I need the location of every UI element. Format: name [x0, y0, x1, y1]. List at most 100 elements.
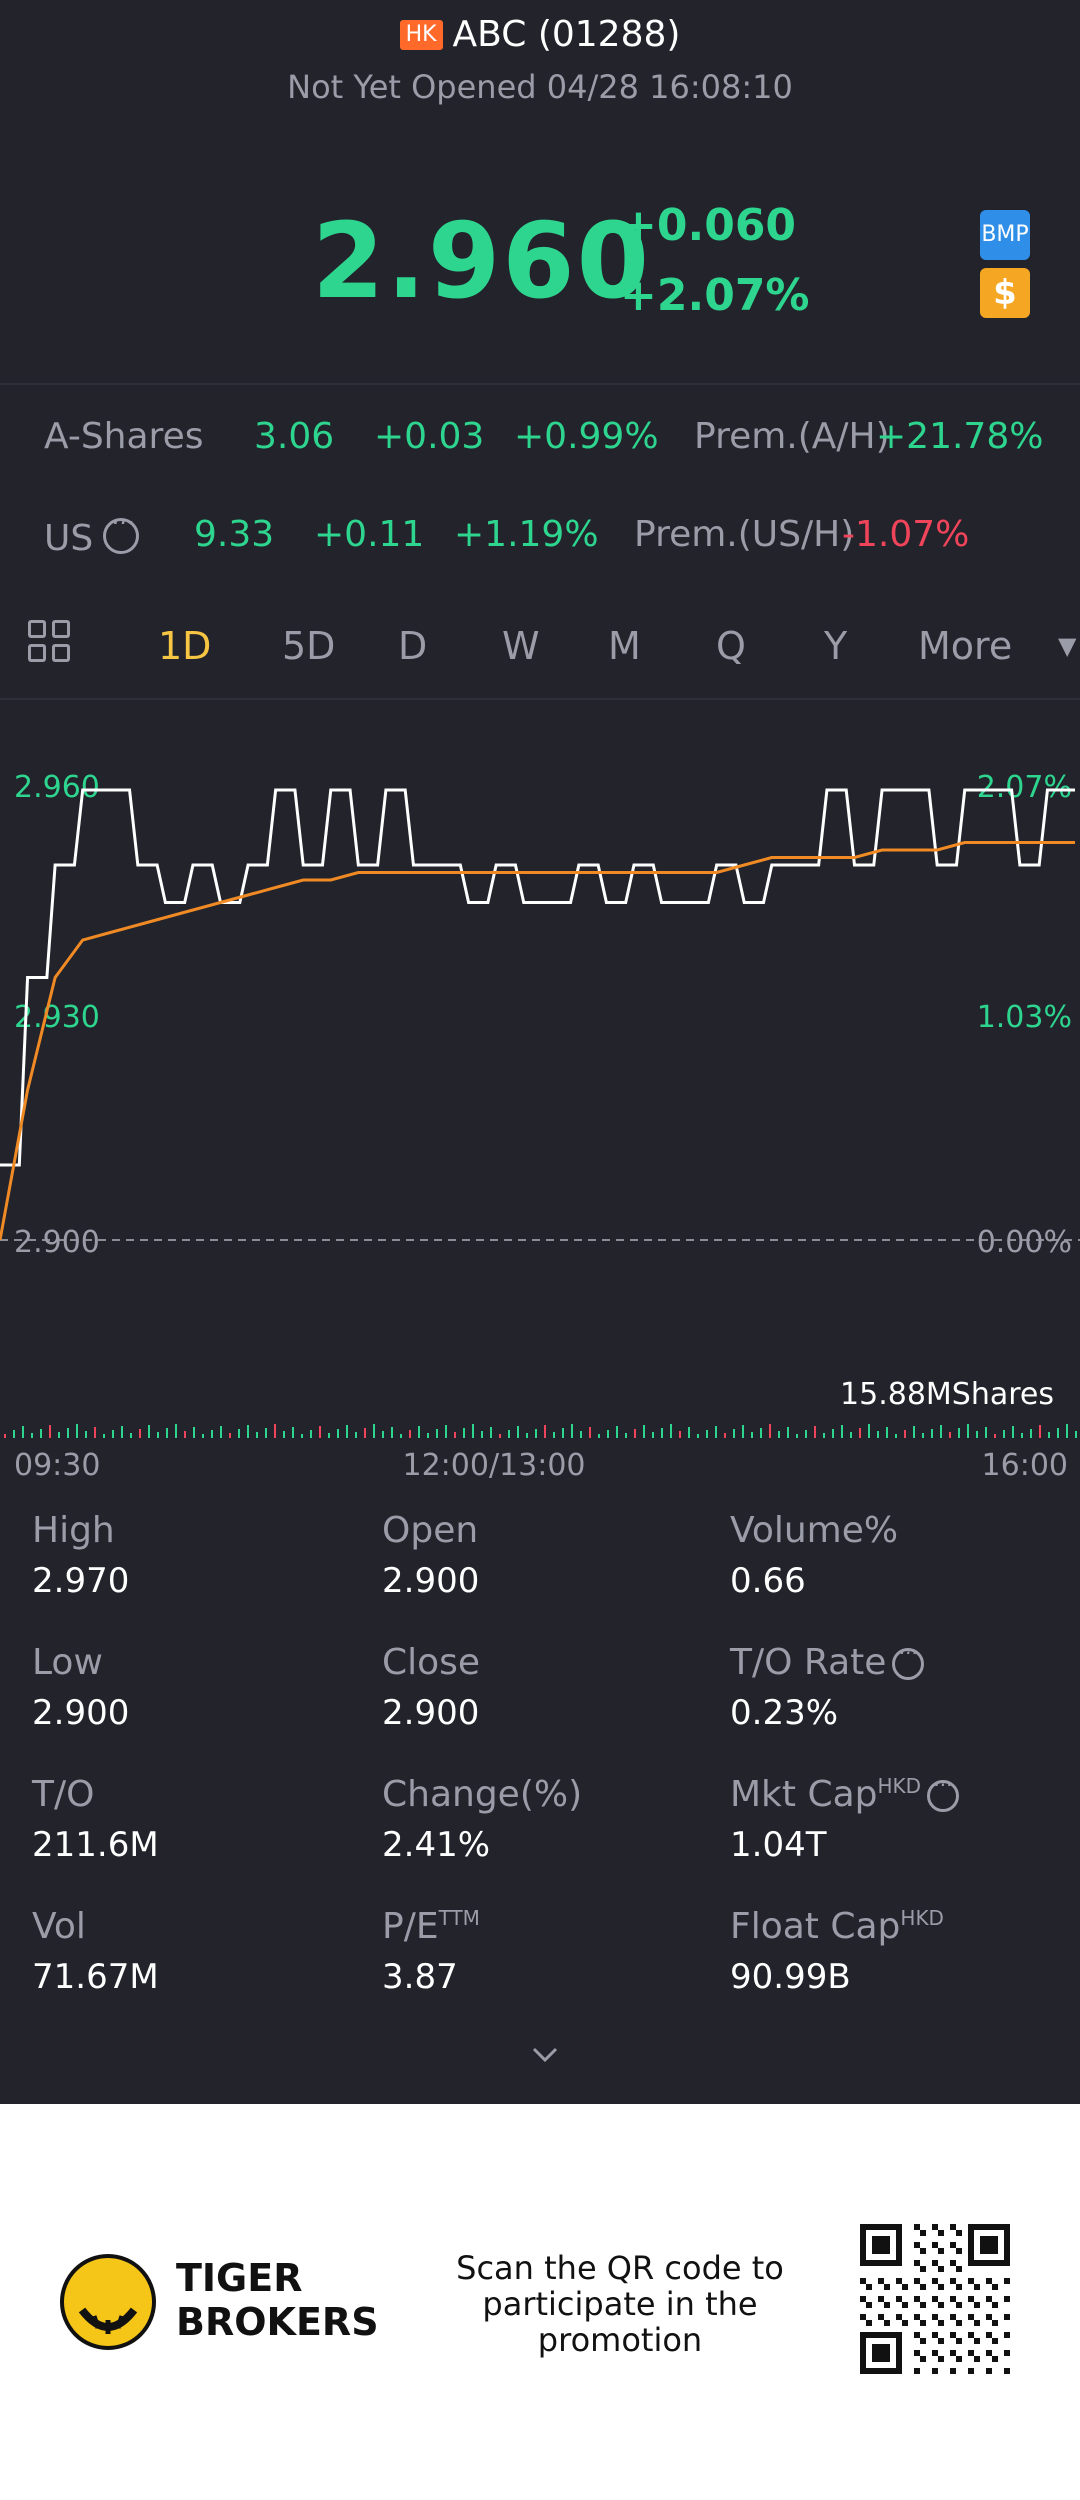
- tab-week[interactable]: W: [502, 624, 540, 668]
- volume-bar: [418, 1426, 420, 1438]
- volume-bar: [211, 1430, 213, 1438]
- volume-bar: [148, 1425, 150, 1438]
- volume-bar: [796, 1434, 798, 1438]
- tab-day[interactable]: D: [398, 624, 428, 668]
- volume-bar: [760, 1428, 762, 1438]
- volume-bar: [130, 1433, 132, 1438]
- stat-value: 0.66: [730, 1561, 806, 1601]
- stat-close: Close 2.900: [382, 1642, 722, 1733]
- market-badge: HK: [399, 19, 443, 50]
- a-shares-change: +0.03: [374, 416, 485, 457]
- volume-bar: [544, 1425, 546, 1438]
- volume-bar: [436, 1429, 438, 1438]
- stat-currency: HKD: [877, 1774, 922, 1798]
- us-row[interactable]: US 9.33 +0.11 +1.19% Prem.(US/H) -1.07%: [0, 496, 1080, 576]
- volume-bar: [1030, 1429, 1032, 1438]
- tab-month[interactable]: M: [608, 624, 641, 668]
- volume-bar: [1012, 1426, 1014, 1438]
- volume-bar: [112, 1430, 114, 1438]
- volume-bar: [472, 1424, 474, 1438]
- stat-value: 2.900: [382, 1561, 480, 1601]
- promo-banner: TIGER BROKERS Scan the QR code to partic…: [0, 2104, 1080, 2500]
- chevron-down-icon[interactable]: [530, 2040, 560, 2070]
- intraday-chart[interactable]: 2.960 2.930 2.900 2.07% 1.03% 0.00% 15.8…: [0, 700, 1080, 1500]
- more-options-icon[interactable]: [103, 509, 140, 554]
- volume-bar: [256, 1432, 258, 1438]
- title-row: HK ABC (01288): [0, 14, 1080, 55]
- y-left-tick-bottom: 2.900: [14, 1225, 100, 1260]
- volume-bar: [40, 1429, 42, 1438]
- tab-5d[interactable]: 5D: [282, 624, 336, 668]
- volume-bar: [310, 1430, 312, 1438]
- tab-1d[interactable]: 1D: [158, 624, 212, 668]
- volume-bar: [490, 1427, 492, 1438]
- volume-bar: [508, 1430, 510, 1438]
- stat-label-wrap: P/ETTM: [382, 1906, 722, 1947]
- volume-bar: [886, 1427, 888, 1438]
- us-label-wrap: US: [44, 509, 140, 559]
- stat-label: Change(%): [382, 1774, 583, 1815]
- stat-label: Close: [382, 1642, 481, 1683]
- market-status: Not Yet Opened 04/28 16:08:10: [287, 68, 793, 106]
- price-change-percent: +2.07%: [620, 270, 810, 321]
- info-more-icon[interactable]: [892, 1641, 925, 1680]
- stat-market-cap: Mkt CapHKD 1.04T: [730, 1773, 1070, 1865]
- volume-bar: [328, 1433, 330, 1438]
- volume-bar: [1066, 1424, 1068, 1438]
- volume-bar: [445, 1425, 447, 1438]
- volume-bar: [616, 1426, 618, 1438]
- stat-label: Low: [32, 1642, 103, 1683]
- tab-quarter[interactable]: Q: [716, 624, 746, 668]
- divider: [0, 383, 1080, 385]
- volume-bar: [688, 1427, 690, 1438]
- y-right-tick-bottom: 0.00%: [977, 1225, 1072, 1260]
- volume-bar: [922, 1433, 924, 1438]
- volume-bar: [562, 1428, 564, 1438]
- volume-bar: [283, 1431, 285, 1438]
- brand-name: TIGER BROKERS: [176, 2256, 379, 2344]
- tab-year[interactable]: Y: [824, 624, 848, 668]
- volume-bar: [94, 1427, 96, 1438]
- stat-value: 71.67M: [32, 1957, 159, 1997]
- stat-value: 2.41%: [382, 1825, 491, 1865]
- volume-bar: [22, 1426, 24, 1438]
- qr-code[interactable]: [860, 2224, 1010, 2374]
- volume-bar: [454, 1432, 456, 1438]
- period-tabs: 1D 5D D W M Q Y More ▼: [0, 600, 1080, 700]
- volume-bar: [1057, 1428, 1059, 1438]
- volume-bar: [634, 1429, 636, 1438]
- stat-turnover-rate: T/O Rate 0.23%: [730, 1641, 1070, 1733]
- volume-bar: [481, 1431, 483, 1438]
- stat-value: 3.87: [382, 1957, 458, 1997]
- volume-bar: [139, 1429, 141, 1438]
- a-shares-row[interactable]: A-Shares 3.06 +0.03 +0.99% Prem.(A/H) +2…: [0, 398, 1080, 478]
- more-dropdown-icon[interactable]: ▼: [1058, 632, 1077, 660]
- volume-bar: [589, 1427, 591, 1438]
- volume-bar: [526, 1433, 528, 1438]
- stat-volume: Vol 71.67M: [32, 1906, 372, 1997]
- volume-bar: [679, 1431, 681, 1438]
- volume-bar: [787, 1427, 789, 1438]
- layout-grid-icon[interactable]: [28, 620, 74, 666]
- info-more-icon[interactable]: [927, 1773, 960, 1812]
- volume-bar: [958, 1428, 960, 1438]
- stat-volume-percent: Volume% 0.66: [730, 1510, 1070, 1601]
- tab-more[interactable]: More: [918, 624, 1013, 668]
- stat-low: Low 2.900: [32, 1642, 372, 1733]
- stat-value: 2.970: [32, 1561, 130, 1601]
- volume-bar: [49, 1425, 51, 1438]
- y-left-tick-mid: 2.930: [14, 1000, 100, 1035]
- volume-bar: [409, 1430, 411, 1438]
- bmp-icon[interactable]: BMP: [980, 210, 1030, 260]
- volume-bar: [391, 1427, 393, 1438]
- us-change-percent: +1.19%: [454, 514, 599, 555]
- volume-bar: [913, 1426, 915, 1438]
- volume-bar: [265, 1428, 267, 1438]
- dollar-icon[interactable]: $: [980, 268, 1030, 318]
- volume-bar: [220, 1426, 222, 1438]
- volume-bar: [607, 1430, 609, 1438]
- stat-turnover: T/O 211.6M: [32, 1774, 372, 1865]
- stat-value: 2.900: [382, 1693, 480, 1733]
- volume-bar: [625, 1433, 627, 1438]
- volume-bar: [697, 1434, 699, 1438]
